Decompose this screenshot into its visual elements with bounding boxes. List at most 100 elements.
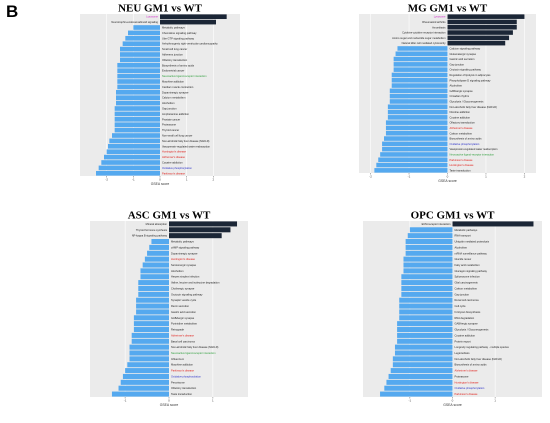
bar [116,100,160,106]
category-label: Dopaminergic synapse [171,251,198,255]
category-label: Olfactory transduction [162,58,188,62]
bar [385,120,448,125]
category-label: Biosynthesis of amino acids [455,363,488,367]
bar [447,24,517,30]
bar [122,41,160,47]
bar [397,338,453,344]
category-label: Oxytocin signaling pathway [171,292,203,296]
bar [387,109,448,115]
bar [405,244,453,250]
category-label: Ubiquitin mediated proteolysis [455,240,490,244]
category-label: Oxidative phosphorylation [455,386,485,390]
bar [131,332,169,338]
category-label: Oxidative phosphorylation [162,166,192,170]
category-label: Thyroid cancer [162,128,179,132]
tick-label: -1 [124,399,127,403]
bar [120,52,160,57]
category-label: Amoebiasis [432,25,446,29]
category-label: RNA degradation [455,316,475,320]
bar [120,57,160,63]
category-label: GABAergic synapse [450,89,474,93]
category-label: Influenza A [171,357,184,361]
tick-label: 2 [212,178,214,182]
category-label: Endometrial cancer [162,69,184,73]
category-label: Taste transduction [171,392,193,396]
tick-label: -1 [408,175,411,179]
category-label: Glycolysis / Gluconeogenesis [455,328,490,332]
bar [114,122,160,128]
category-label: ECM-receptor interaction [422,222,451,226]
category-label: Glucagon signaling pathway [455,269,488,273]
chart-panel-0: NEU GM1 vs WTLysosomeNeurotrophin-endoca… [80,3,240,186]
category-label: Spliceosome infection [455,275,481,279]
bar [395,51,448,57]
category-label: Neuroactive ligand-receptor interaction [450,152,495,156]
bar [133,315,169,321]
category-label: Cocaine addiction [162,161,183,165]
category-label: Gap junction [450,62,465,66]
bar [116,89,160,95]
bar [447,14,525,19]
bar [160,19,216,25]
bar [138,291,169,297]
category-label: Huntington's disease [162,150,187,154]
category-label: Calcium metabolism [162,96,185,100]
bar [169,221,238,227]
category-label: GABAergic synapse [455,322,479,326]
bar [389,88,448,94]
bar [129,356,169,362]
bar [120,379,169,385]
tick-label: 0 [452,399,454,403]
category-label: Glutamatergic synapse [450,52,477,56]
bar [384,136,448,141]
category-label: Renal cell carcinoma [455,298,480,302]
bar [374,168,448,173]
category-label: Biosynthesis of amino acids [162,63,195,67]
category-label: Ube GTP signaling pathway [162,36,195,40]
category-label: Glial carcinogenesis [455,281,479,285]
bar [392,362,453,368]
category-label: Cytokine-cytokine receptor interaction [402,31,446,35]
category-label: Alzheimer's disease [455,369,479,373]
bar [382,141,448,147]
category-label: Gap junction [455,292,470,296]
tick-label: 1 [494,399,496,403]
category-label: Renin secretion [171,304,190,308]
category-label: Alcoholism [162,101,175,105]
category-label: Parkinson's disease [162,171,186,175]
bar [401,285,453,291]
category-label: Valine, leucine and isoleucine degradati… [171,281,220,285]
bar [401,291,453,297]
tick-label: 0 [159,178,161,182]
category-label: Cardiac muscle contraction [162,85,194,89]
tick-label: 1 [212,399,214,403]
category-label: Oxidative phosphorylation [450,142,480,146]
bar [169,233,222,239]
category-label: N-Glycan biosynthesis [455,310,482,314]
category-label: Alcoholism [171,269,184,273]
tick-label: 0 [168,399,170,403]
category-label: Glycolysis / Gluconeogenesis [450,99,485,103]
bar [122,373,169,379]
category-label: Basal cell carcinoma [171,339,195,343]
category-label: Fatty acid metabolism [455,263,480,267]
category-label: Olfactory transduction [171,386,197,390]
bar [393,67,448,72]
bar [117,73,160,79]
tick-label: -2 [369,175,372,179]
bar [136,309,169,315]
bar [125,368,169,374]
bar [397,46,448,51]
category-label: Natural killer cell mediated cytotoxicit… [402,41,447,45]
category-label: Pyrimidine metabolism [171,322,197,326]
category-label: Alzheimer's disease [162,155,186,159]
category-label: Neuroactive ligand-receptor interaction [171,351,216,355]
category-label: cAMP signaling pathway [171,245,200,249]
x-axis-label: GSEA score [160,403,179,407]
bar [147,250,169,256]
bar [401,274,453,280]
bar [133,321,169,327]
category-label: Prostate cancer [162,117,180,121]
category-label: Proteasome [162,123,177,127]
